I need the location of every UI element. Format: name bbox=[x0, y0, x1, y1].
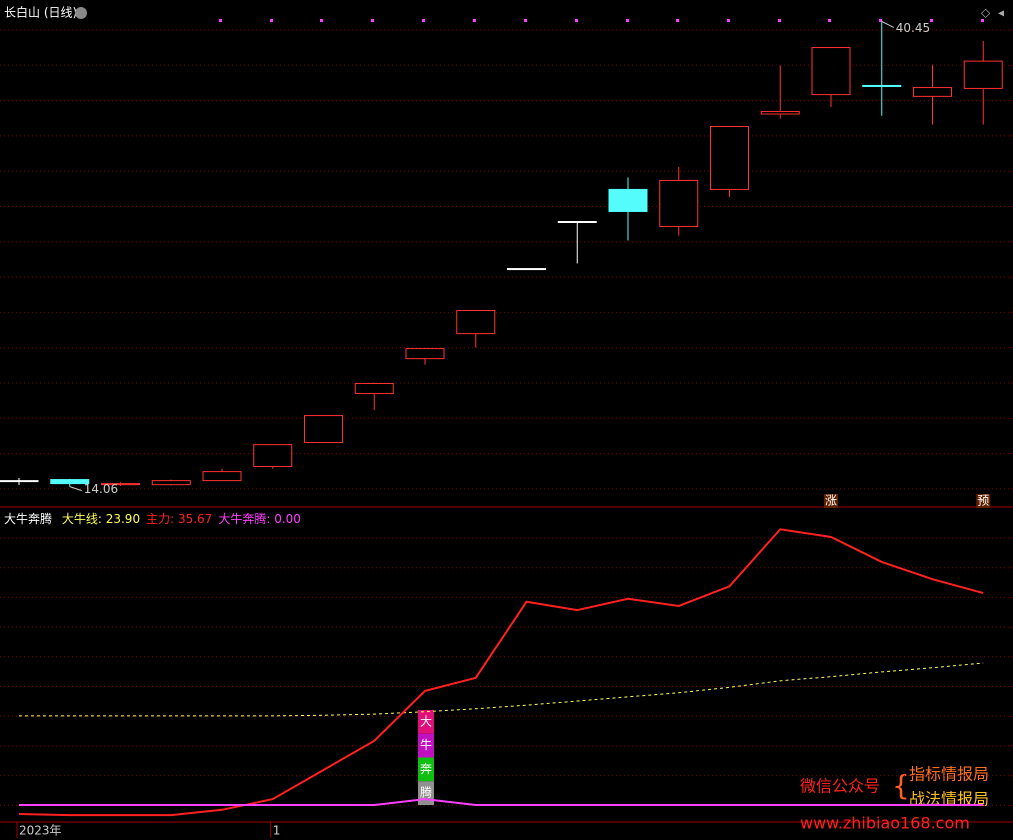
watermark-url: www.zhibiao168.com bbox=[800, 814, 970, 833]
menu-icon[interactable] bbox=[75, 7, 87, 19]
top-marker bbox=[981, 19, 984, 22]
candle-body bbox=[862, 84, 902, 87]
top-marker bbox=[676, 19, 679, 22]
top-marker bbox=[727, 19, 730, 22]
legend-text: 35.67 bbox=[177, 512, 213, 526]
top-marker bbox=[320, 19, 323, 22]
watermark-left: 微信公众号 bbox=[800, 777, 880, 796]
candle-body bbox=[101, 483, 140, 486]
candle-body bbox=[710, 126, 749, 190]
candle-body bbox=[659, 179, 699, 227]
candle-body bbox=[507, 268, 546, 271]
high-marker: 40.45 bbox=[896, 21, 930, 35]
legend-text: 主力 bbox=[146, 512, 171, 526]
top-marker bbox=[270, 19, 273, 22]
top-marker bbox=[879, 19, 882, 22]
signal-text: 预 bbox=[977, 494, 989, 508]
candle-body bbox=[608, 188, 648, 212]
legend-text: : bbox=[170, 512, 178, 526]
series-line bbox=[18, 528, 984, 817]
watermark-right: 战法情报局 bbox=[909, 790, 989, 809]
top-marker bbox=[219, 19, 222, 22]
signal-char: 腾 bbox=[420, 785, 432, 800]
watermark-right: 指标情报局 bbox=[909, 765, 989, 784]
x-tick-label: 2023年 bbox=[19, 824, 62, 838]
legend-entry: 主力: 35.67 bbox=[146, 512, 212, 526]
legend-entry: 大牛奔腾: 0.00 bbox=[218, 512, 301, 526]
top-marker bbox=[626, 19, 629, 22]
low-marker: 14.06 bbox=[84, 482, 118, 496]
series-line bbox=[19, 662, 984, 717]
top-marker bbox=[371, 19, 374, 22]
candle-body bbox=[456, 310, 496, 335]
legend-entry: 大牛线: 23.90 bbox=[62, 512, 140, 526]
top-marker bbox=[575, 19, 578, 22]
signal-segment bbox=[418, 757, 434, 782]
candle-body bbox=[405, 348, 445, 360]
candle-body bbox=[557, 221, 597, 224]
signal-char: 大 bbox=[420, 714, 432, 728]
series-line bbox=[19, 798, 984, 807]
marker-arrow bbox=[881, 21, 894, 28]
legend: 大牛奔腾 大牛线: 23.90 主力: 35.67 大牛奔腾: 0.00 bbox=[4, 510, 307, 527]
top-marker bbox=[524, 19, 527, 22]
candle-body bbox=[202, 471, 242, 482]
signal-box bbox=[976, 494, 991, 508]
signal-char: 奔 bbox=[420, 762, 432, 776]
top-marker bbox=[930, 19, 933, 22]
chart-title: 长白山 (日线) bbox=[4, 5, 77, 20]
indicator-title: 大牛奔腾 bbox=[4, 512, 53, 526]
top-marker bbox=[473, 19, 476, 22]
signal-text: 涨 bbox=[825, 493, 837, 508]
legend-text: : bbox=[266, 512, 275, 526]
brace: { bbox=[892, 769, 910, 802]
legend-text: 大牛奔腾 bbox=[218, 512, 267, 526]
candle-body bbox=[253, 444, 293, 468]
marker-arrow bbox=[69, 486, 82, 492]
top-marker bbox=[778, 19, 781, 22]
candle-body bbox=[0, 480, 39, 483]
signal-box bbox=[824, 494, 838, 508]
candle-body bbox=[811, 47, 851, 96]
legend-text: 大牛线 bbox=[61, 512, 98, 526]
candle-body bbox=[963, 60, 1003, 89]
legend-text: 0.00 bbox=[274, 512, 301, 526]
candle-body bbox=[50, 479, 90, 485]
candle-body bbox=[151, 480, 191, 486]
signal-segment bbox=[418, 733, 434, 758]
signal-segment bbox=[418, 710, 434, 734]
candle-body bbox=[913, 87, 952, 97]
candle-body bbox=[304, 415, 343, 444]
diamond-icon[interactable]: ◇ bbox=[981, 6, 991, 20]
legend-text: : bbox=[97, 512, 106, 526]
arrow-icon[interactable]: ◂ bbox=[998, 6, 1004, 20]
legend-text: 23.90 bbox=[105, 512, 141, 526]
candle-body bbox=[760, 111, 800, 115]
signal-char: 牛 bbox=[420, 737, 432, 752]
candle-body bbox=[354, 382, 394, 395]
top-marker bbox=[828, 19, 831, 22]
top-marker bbox=[422, 19, 425, 22]
x-tick-label: 1 bbox=[273, 824, 281, 838]
